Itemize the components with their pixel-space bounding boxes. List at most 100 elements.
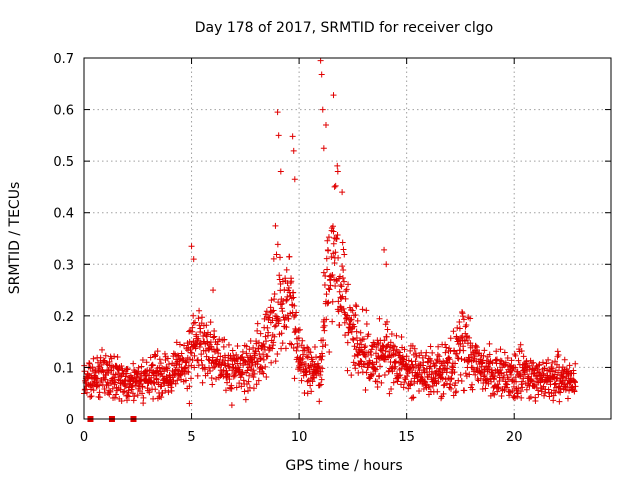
data-point [290,313,297,320]
data-point [407,347,414,354]
data-point [260,356,267,363]
data-point [101,375,108,382]
data-point [432,377,439,384]
data-point [300,351,307,358]
data-point [230,352,237,359]
data-point [505,376,512,383]
data-point [341,251,348,258]
data-point [208,374,215,381]
data-point [387,339,394,346]
data-point [326,286,333,293]
data-point [164,367,171,374]
data-point [309,358,316,365]
data-point [489,359,496,366]
data-point [188,243,195,250]
data-point [270,307,277,314]
data-point [446,345,453,352]
data-point [418,349,425,356]
data-point [182,364,189,371]
data-point [446,356,453,363]
data-point [118,397,125,404]
axis-ticks: 0 0.1 0.2 0.3 0.4 0.5 0.6 0.7 0 5 10 15 20 [53,52,611,445]
data-point [250,344,257,351]
data-point [438,374,445,381]
data-point [498,393,505,400]
data-point [327,282,334,289]
data-point [347,317,354,324]
data-point [188,375,195,382]
data-point [495,384,502,391]
data-point [290,147,297,154]
x-axis-label: GPS time / hours [285,458,402,474]
data-point [164,355,171,362]
data-point [536,361,543,368]
data-point [209,381,216,388]
data-point [566,387,573,394]
data-point [331,260,338,267]
data-point [351,323,358,330]
data-point [152,386,159,393]
data-point [277,301,284,308]
data-point [296,326,303,333]
data-point [121,388,128,395]
data-point [512,352,519,359]
data-point [161,350,168,357]
data-point [198,351,205,358]
data-point [329,298,336,305]
data-point [190,256,197,263]
data-point [360,335,367,342]
data-point [129,390,136,397]
data-point [229,347,236,354]
data-point [173,362,180,369]
data-point [474,346,481,353]
data-point [368,352,375,358]
data-point [491,373,498,380]
data-point [325,285,332,292]
data-point [426,384,433,391]
data-point [130,360,137,367]
data-point [156,356,163,363]
data-point [515,357,522,364]
data-point [243,343,250,350]
data-point [221,336,228,343]
data-point [420,386,427,393]
data-point [294,340,301,347]
data-point [109,385,116,392]
data-point [318,356,325,363]
data-point [150,395,157,402]
data-point [268,359,275,366]
data-point [281,286,288,293]
data-point [352,312,359,319]
data-point [504,381,511,388]
data-point [82,386,89,393]
data-point [333,276,340,283]
data-point [341,319,348,326]
data-point [313,354,320,361]
data-point [540,370,547,377]
data-point [450,328,457,335]
data-point [262,363,269,370]
data-point [211,328,218,335]
data-point [255,345,262,352]
data-point [330,228,337,235]
data-point [254,320,261,327]
data-point [264,324,271,331]
data-point [316,382,323,389]
data-point [500,372,507,379]
data-point [139,357,146,364]
data-point [324,266,331,273]
data-point [339,293,346,300]
x-tick-label: 0 [80,430,88,445]
data-point [234,342,241,349]
data-point [413,353,420,360]
data-point [502,359,509,366]
data-point [97,354,104,361]
data-point [423,349,430,356]
data-point [548,365,555,372]
data-point [226,376,233,383]
data-point [339,274,346,281]
data-point [147,378,154,385]
data-point [562,377,569,384]
data-point [272,358,279,365]
data-point [530,359,537,366]
